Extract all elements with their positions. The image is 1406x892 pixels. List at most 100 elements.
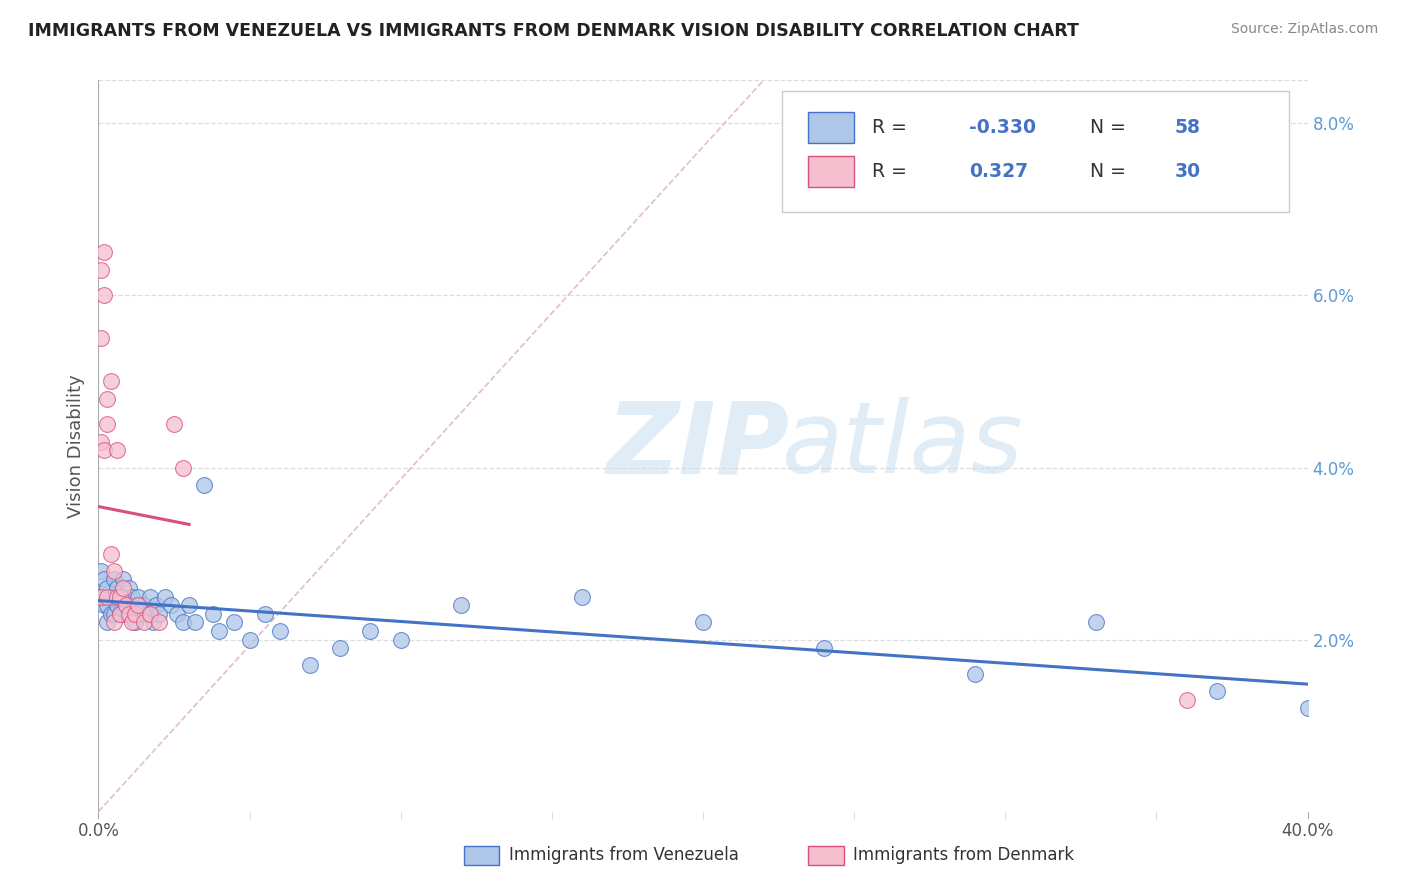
Point — [100, 375, 122, 389]
Point — [90, 434, 112, 449]
Text: 0.327: 0.327 — [969, 162, 1028, 181]
Point — [132, 615, 155, 630]
Point — [105, 590, 128, 604]
Point — [90, 590, 112, 604]
Point — [114, 598, 136, 612]
Point — [253, 607, 276, 621]
Point — [90, 262, 112, 277]
Y-axis label: Vision Disability: Vision Disability — [66, 374, 84, 518]
Point — [172, 615, 194, 630]
Point — [148, 615, 170, 630]
Point — [692, 615, 714, 630]
Point — [96, 392, 118, 406]
Point — [111, 590, 134, 604]
Point — [96, 417, 118, 432]
Text: Immigrants from Denmark: Immigrants from Denmark — [853, 847, 1074, 864]
FancyBboxPatch shape — [808, 112, 855, 144]
Point — [184, 615, 207, 630]
Point — [163, 417, 186, 432]
Point — [96, 581, 118, 595]
Point — [108, 607, 131, 621]
Point — [118, 581, 141, 595]
Point — [124, 607, 146, 621]
Point — [96, 590, 118, 604]
Point — [1296, 701, 1319, 715]
FancyBboxPatch shape — [782, 91, 1289, 212]
Point — [139, 590, 162, 604]
Text: 58: 58 — [1174, 119, 1201, 137]
Point — [224, 615, 246, 630]
Point — [813, 641, 835, 656]
Point — [239, 632, 262, 647]
Point — [114, 598, 136, 612]
Text: Source: ZipAtlas.com: Source: ZipAtlas.com — [1230, 22, 1378, 37]
Point — [135, 607, 157, 621]
Point — [153, 590, 176, 604]
Point — [103, 615, 125, 630]
Text: N =: N = — [1090, 119, 1132, 137]
Point — [105, 443, 128, 458]
Point — [90, 331, 112, 345]
Point — [93, 573, 115, 587]
Point — [103, 564, 125, 578]
Point — [965, 667, 987, 681]
Text: ZIP: ZIP — [606, 398, 789, 494]
Text: N =: N = — [1090, 162, 1132, 181]
Text: 30: 30 — [1174, 162, 1201, 181]
Text: Immigrants from Venezuela: Immigrants from Venezuela — [509, 847, 738, 864]
Point — [139, 607, 162, 621]
Point — [90, 564, 112, 578]
Point — [108, 607, 131, 621]
Point — [93, 598, 115, 612]
Point — [132, 598, 155, 612]
Point — [111, 573, 134, 587]
Point — [127, 598, 149, 612]
Point — [124, 598, 146, 612]
Point — [111, 581, 134, 595]
Point — [1085, 615, 1108, 630]
Point — [202, 607, 225, 621]
Point — [329, 641, 352, 656]
Point — [103, 590, 125, 604]
Point — [121, 590, 143, 604]
Point — [118, 607, 141, 621]
Text: -0.330: -0.330 — [969, 119, 1036, 137]
Point — [111, 607, 134, 621]
Point — [172, 460, 194, 475]
Point — [118, 598, 141, 612]
Text: IMMIGRANTS FROM VENEZUELA VS IMMIGRANTS FROM DENMARK VISION DISABILITY CORRELATI: IMMIGRANTS FROM VENEZUELA VS IMMIGRANTS … — [28, 22, 1078, 40]
Point — [179, 598, 201, 612]
Point — [389, 632, 412, 647]
Point — [571, 590, 593, 604]
Point — [93, 443, 115, 458]
Point — [269, 624, 291, 638]
Point — [1206, 684, 1229, 698]
Point — [142, 615, 165, 630]
Point — [108, 590, 131, 604]
Text: atlas: atlas — [782, 398, 1024, 494]
Point — [93, 245, 115, 260]
Point — [103, 607, 125, 621]
Point — [100, 607, 122, 621]
Text: R =: R = — [872, 119, 912, 137]
Point — [108, 590, 131, 604]
Point — [148, 607, 170, 621]
Point — [160, 598, 183, 612]
FancyBboxPatch shape — [808, 156, 855, 187]
Point — [1175, 693, 1198, 707]
Point — [129, 607, 152, 621]
Text: R =: R = — [872, 162, 912, 181]
Point — [166, 607, 188, 621]
Point — [193, 477, 215, 491]
Point — [100, 547, 122, 561]
Point — [127, 590, 149, 604]
Point — [100, 590, 122, 604]
Point — [208, 624, 231, 638]
Point — [90, 590, 112, 604]
Point — [103, 573, 125, 587]
Point — [96, 598, 118, 612]
Point — [124, 615, 146, 630]
Point — [121, 615, 143, 630]
Point — [93, 288, 115, 302]
Point — [299, 658, 322, 673]
